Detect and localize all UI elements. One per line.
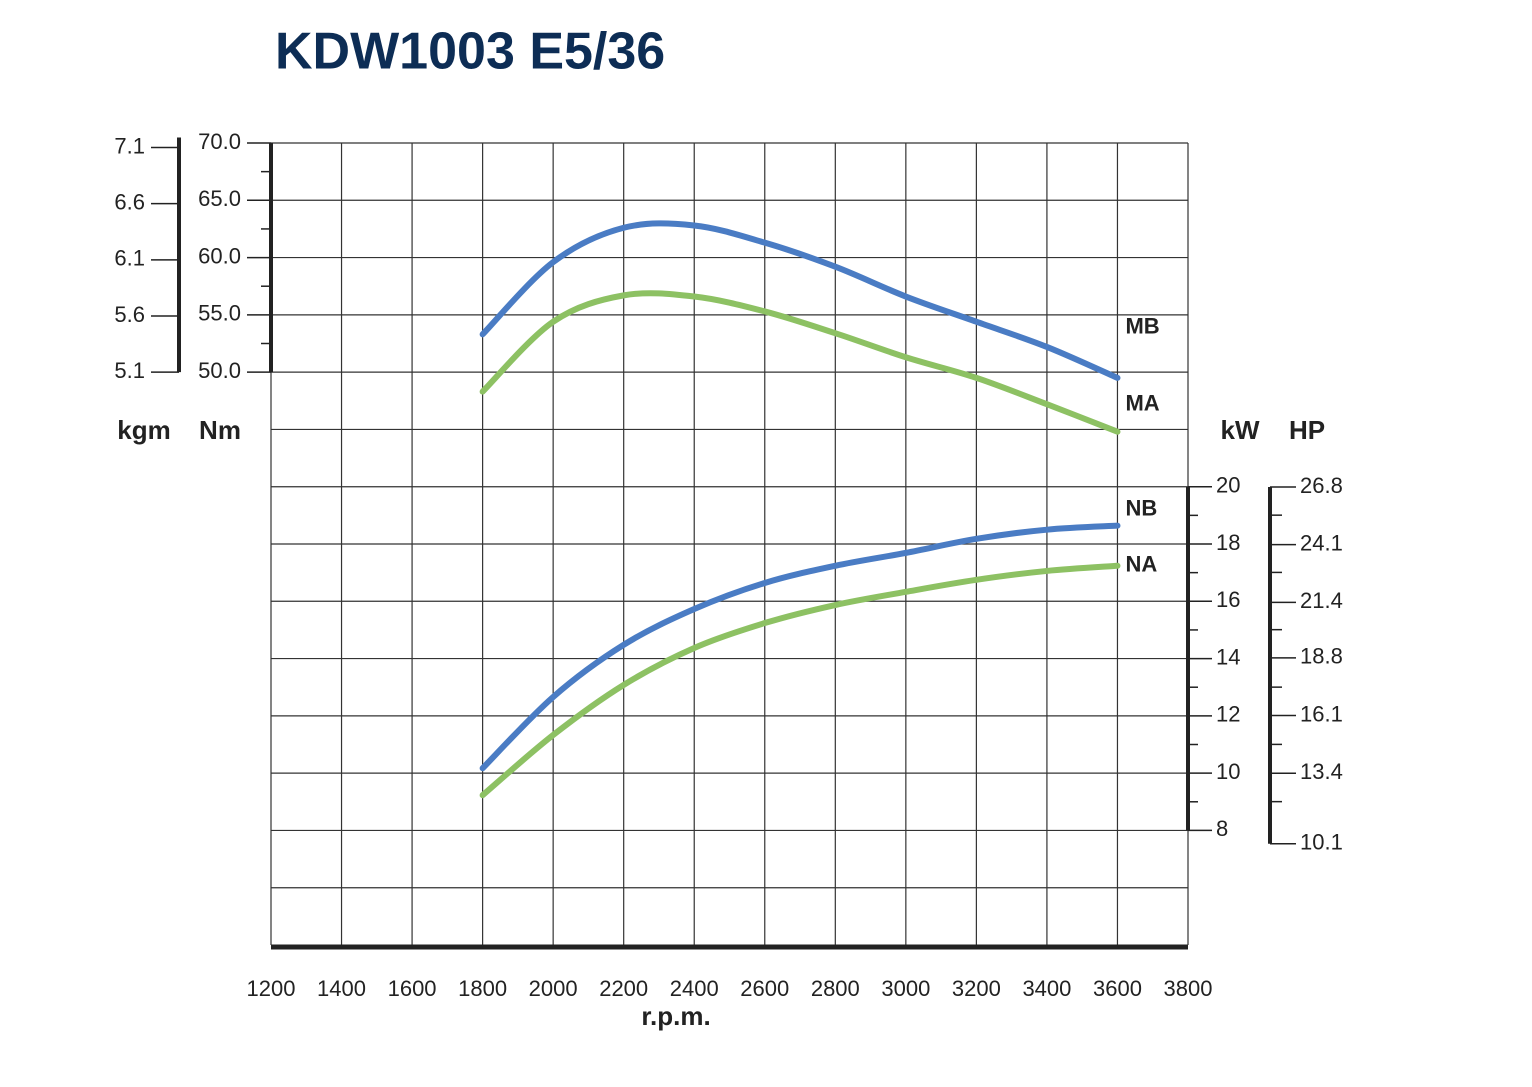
y2-tick-label: 10: [1216, 759, 1240, 784]
x-tick-label: 2000: [529, 976, 578, 1001]
x-tick-label: 3600: [1093, 976, 1142, 1001]
curve: [479, 562, 1121, 799]
y-tick-label: 70.0: [198, 129, 241, 154]
y2-tick-label: 12: [1216, 702, 1240, 727]
curve: [479, 220, 1121, 381]
series-label: MA: [1125, 391, 1159, 416]
series-label: MB: [1125, 314, 1159, 339]
y-tick-label: 55.0: [198, 301, 241, 326]
x-tick-label: 2600: [740, 976, 789, 1001]
y2-axis-label: kW: [1221, 415, 1260, 445]
hp-tick-label: 26.8: [1300, 473, 1343, 498]
curve: [479, 522, 1121, 772]
y2-tick-label: 18: [1216, 530, 1240, 555]
kgm-axis-label: kgm: [117, 415, 170, 445]
hp-tick-label: 13.4: [1300, 759, 1343, 784]
series-label: NB: [1125, 495, 1157, 520]
y-tick-label: 60.0: [198, 243, 241, 268]
kgm-tick-label: 6.6: [114, 189, 145, 214]
x-axis-label: r.p.m.: [641, 1001, 710, 1031]
chart-title: KDW1003 E5/36: [275, 23, 665, 81]
x-tick-label: 1800: [458, 976, 507, 1001]
x-tick-label: 2400: [670, 976, 719, 1001]
y-tick-label: 50.0: [198, 358, 241, 383]
x-tick-label: 3800: [1164, 976, 1213, 1001]
hp-tick-label: 21.4: [1300, 588, 1343, 613]
x-tick-label: 3400: [1022, 976, 1071, 1001]
y2-tick-label: 14: [1216, 644, 1240, 669]
x-tick-label: 1400: [317, 976, 366, 1001]
y2-tick-label: 8: [1216, 816, 1228, 841]
hp-tick-label: 10.1: [1300, 830, 1343, 855]
x-tick-label: 2200: [599, 976, 648, 1001]
kgm-tick-label: 6.1: [114, 246, 145, 271]
hp-axis-label: HP: [1289, 415, 1325, 445]
y2-tick-label: 20: [1216, 473, 1240, 498]
kgm-tick-label: 5.6: [114, 302, 145, 327]
x-tick-label: 2800: [811, 976, 860, 1001]
x-tick-label: 3200: [952, 976, 1001, 1001]
y-tick-label: 65.0: [198, 186, 241, 211]
hp-tick-label: 18.8: [1300, 644, 1343, 669]
y2-tick-label: 16: [1216, 587, 1240, 612]
kgm-tick-label: 7.1: [114, 133, 145, 158]
x-tick-label: 3000: [881, 976, 930, 1001]
hp-tick-label: 16.1: [1300, 701, 1343, 726]
series-label: NA: [1125, 552, 1157, 577]
x-tick-label: 1600: [388, 976, 437, 1001]
x-tick-label: 1200: [247, 976, 296, 1001]
y-axis-label: Nm: [199, 415, 241, 445]
kgm-tick-label: 5.1: [114, 358, 145, 383]
curve: [479, 290, 1121, 435]
hp-tick-label: 24.1: [1300, 530, 1343, 555]
